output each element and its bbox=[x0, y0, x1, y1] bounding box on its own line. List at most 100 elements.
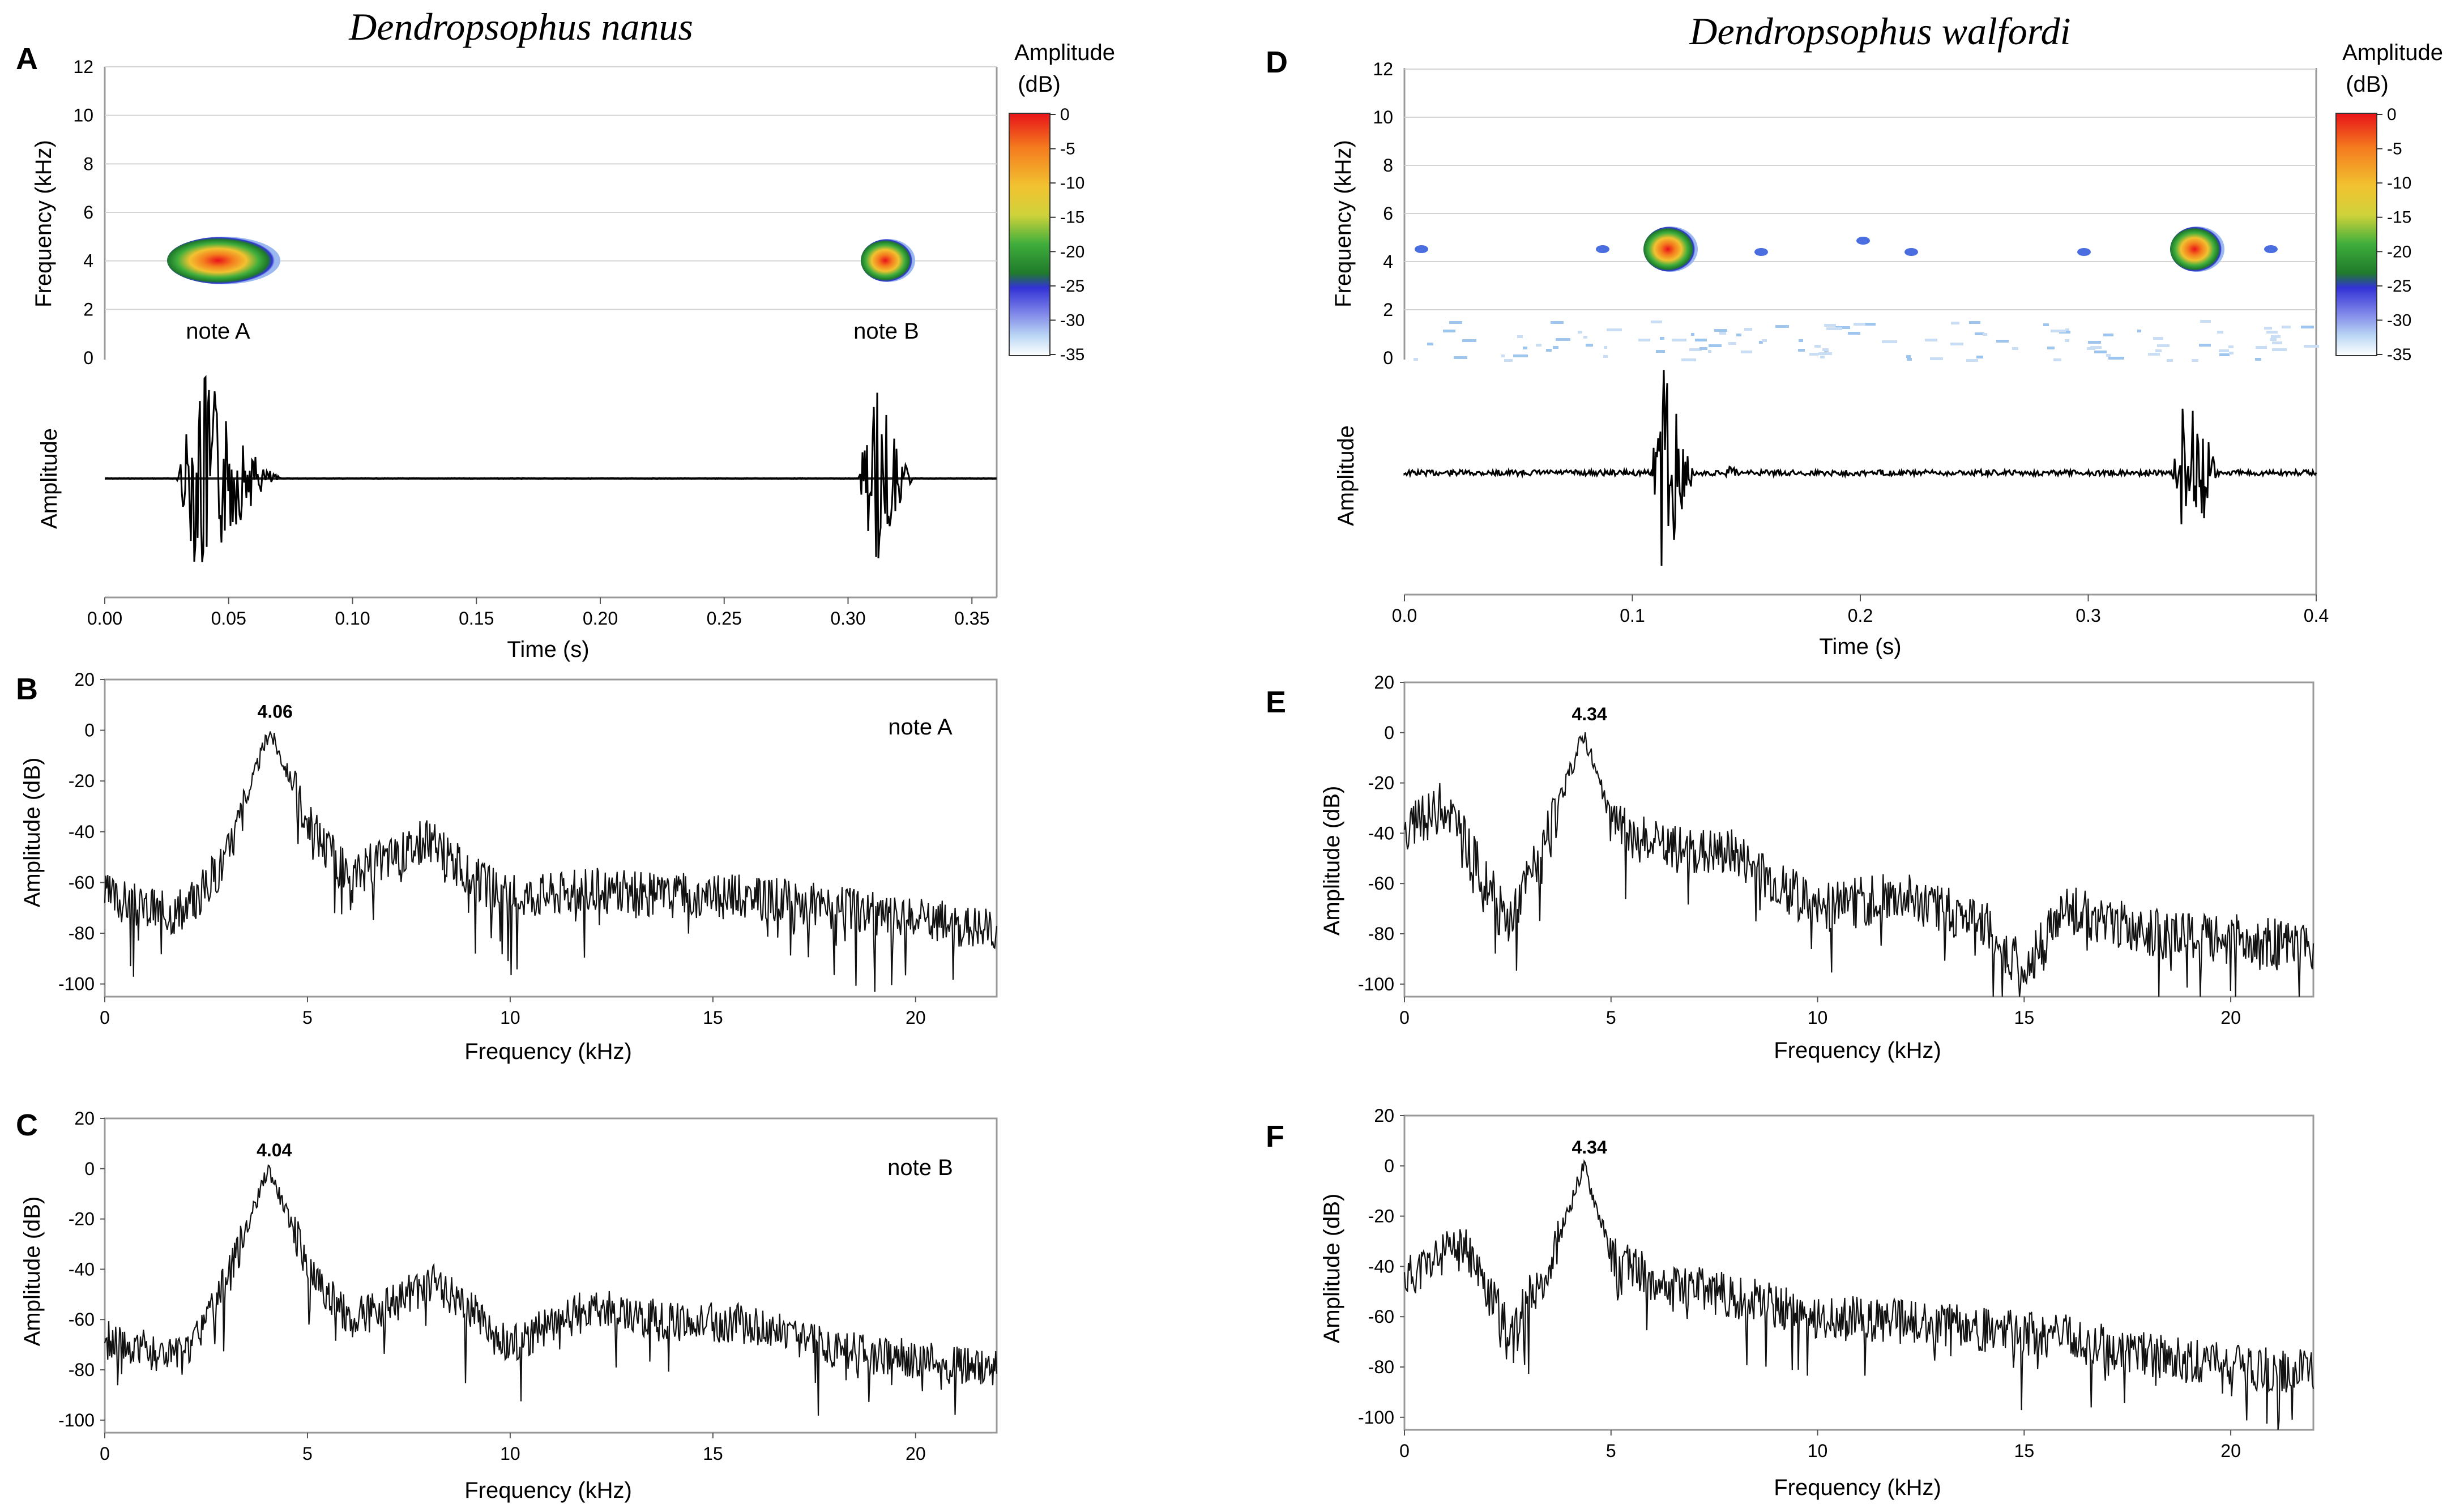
x-tick-label: 10 bbox=[1808, 1007, 1828, 1028]
y-tick-label: 20 bbox=[1374, 672, 1394, 693]
noise-speck bbox=[1414, 358, 1418, 361]
x-tick-label: 0.0 bbox=[1392, 605, 1417, 626]
noise-speck bbox=[1462, 339, 1476, 342]
panel-f-x-label: Frequency (kHz) bbox=[1774, 1475, 1941, 1500]
x-tick-label: 5 bbox=[302, 1443, 313, 1464]
y-tick-label: -40 bbox=[69, 1259, 95, 1279]
colorbar-tick-label: -15 bbox=[1060, 208, 1084, 227]
panel-d-background-noise bbox=[1414, 237, 2319, 362]
y-tick-label: 20 bbox=[1374, 1105, 1394, 1126]
panel-b-frame bbox=[104, 678, 998, 998]
panel-c-note-label: note B bbox=[887, 1155, 953, 1180]
panel-letter-f: F bbox=[1266, 1120, 1284, 1154]
x-tick-label: 20 bbox=[2220, 1007, 2241, 1028]
x-tick-label: 0 bbox=[100, 1443, 110, 1464]
noise-speck bbox=[1925, 339, 1937, 341]
noise-speck bbox=[1660, 337, 1664, 340]
spectrogram-blob-note-b bbox=[861, 239, 915, 282]
noise-speck bbox=[2043, 323, 2049, 326]
noise-speck bbox=[1719, 332, 1726, 335]
panel-a-y-label: Frequency (kHz) bbox=[31, 140, 56, 307]
panel-a-y-ticks: 12 10 8 6 4 2 0 bbox=[73, 57, 93, 368]
spectrum-line bbox=[1403, 1159, 2314, 1430]
x-tick-label: 5 bbox=[1606, 1007, 1616, 1028]
noise-speck bbox=[1906, 355, 1911, 358]
noise-speck bbox=[1854, 323, 1865, 326]
noise-speck bbox=[2012, 347, 2018, 350]
spectrogram-blob-d2 bbox=[2170, 227, 2224, 272]
y-tick-label: 0 bbox=[83, 348, 93, 368]
panel-e-frame bbox=[1403, 681, 2314, 998]
peak-label: 4.34 bbox=[1572, 1137, 1607, 1157]
noise-speck bbox=[2153, 337, 2163, 340]
species-title-right: Dendropsophus walfordi bbox=[1689, 10, 2070, 53]
y-tick-label: -20 bbox=[1368, 1206, 1394, 1227]
noise-speck bbox=[2199, 344, 2211, 347]
colorbar-right: Amplitude (dB) 0 -5 -10 -15 -20 -25 -30 -35 bbox=[2335, 40, 2443, 364]
y-tick-label: -100 bbox=[1358, 1407, 1394, 1428]
noise-speck bbox=[1695, 339, 1707, 341]
x-tick-label: 0.15 bbox=[459, 608, 494, 629]
panel-d-y-label: Frequency (kHz) bbox=[1331, 140, 1356, 307]
y-tick-label: 6 bbox=[83, 202, 93, 223]
noise-speck bbox=[2271, 335, 2281, 338]
noise-speck bbox=[2051, 330, 2066, 332]
colorbar-tick-label: -25 bbox=[2387, 277, 2411, 296]
colorbar-tick-label: -20 bbox=[1060, 242, 1084, 261]
panel-a-oscillogram: Amplitude 0.00 0.05 0.10 0.15 0.20 0.25 0.30 0.… bbox=[37, 375, 997, 662]
noise-speck bbox=[2228, 345, 2234, 348]
panel-a-x-label: Time (s) bbox=[507, 637, 589, 662]
noise-speck bbox=[2087, 347, 2095, 350]
noise-speck bbox=[2219, 353, 2230, 356]
x-tick-label: 0 bbox=[100, 1007, 110, 1028]
noise-speck bbox=[1607, 328, 1622, 331]
noise-speck bbox=[1966, 359, 1978, 362]
noise-speck bbox=[1848, 332, 1860, 335]
panel-a-waveform bbox=[104, 375, 997, 562]
spectrogram-blob-d1 bbox=[1643, 227, 1698, 272]
colorbar-tick-label: -30 bbox=[2387, 311, 2411, 330]
y-tick-label: -100 bbox=[58, 1410, 95, 1430]
colorbar-left: Amplitude (dB) 0 -5 -10 -15 -20 -25 -30 -35 bbox=[1009, 40, 1115, 364]
y-tick-label: -60 bbox=[69, 872, 95, 892]
y-tick-label: -40 bbox=[69, 822, 95, 842]
x-tick-label: 10 bbox=[500, 1007, 520, 1028]
noise-speck bbox=[2256, 346, 2267, 349]
noise-speck bbox=[2094, 351, 2107, 353]
noise-speck bbox=[1744, 328, 1752, 331]
noise-speck bbox=[1504, 359, 1513, 362]
species-title-left: Dendropsophus nanus bbox=[348, 5, 693, 48]
panel-a-x-ticks: 0.00 0.05 0.10 0.15 0.20 0.25 0.30 0.35 bbox=[87, 597, 989, 629]
noise-speck bbox=[1501, 354, 1505, 357]
noise-speck bbox=[1820, 356, 1825, 358]
panel-letter-e: E bbox=[1266, 685, 1286, 719]
noise-speck bbox=[2264, 327, 2272, 330]
noise-speck bbox=[2088, 341, 2101, 344]
noise-speck bbox=[1799, 339, 1803, 342]
noise-speck bbox=[1551, 321, 1564, 324]
noise-speck bbox=[2266, 331, 2278, 334]
noise-speck bbox=[1759, 341, 1763, 344]
noise-speck bbox=[2217, 331, 2223, 334]
colorbar-tick-label: -25 bbox=[1060, 277, 1084, 296]
noise-speck bbox=[1553, 346, 1558, 349]
noise-speck bbox=[1427, 343, 1433, 345]
noise-speck bbox=[2270, 338, 2277, 341]
panel-letter-a: A bbox=[16, 42, 38, 76]
noise-speck bbox=[2047, 347, 2055, 349]
x-tick-label: 0.10 bbox=[335, 608, 370, 629]
x-tick-label: 5 bbox=[1606, 1441, 1616, 1461]
panel-d-amplitude-label: Amplitude bbox=[1334, 425, 1359, 526]
y-tick-label: -60 bbox=[1368, 1306, 1394, 1327]
panel-a-spectrogram: 12 10 8 6 4 2 0 Frequency (kHz) note A note B bbox=[31, 57, 998, 597]
x-tick-label: 0.05 bbox=[211, 608, 246, 629]
y-tick-label: 4 bbox=[83, 251, 93, 271]
panel-letter-d: D bbox=[1266, 45, 1288, 79]
